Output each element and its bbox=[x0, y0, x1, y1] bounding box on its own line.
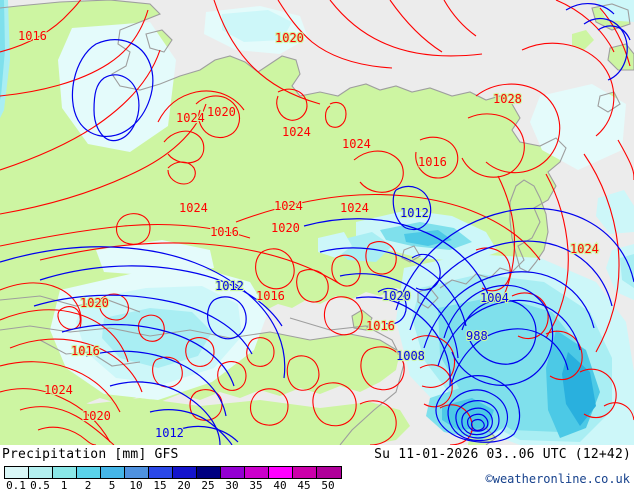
colorbar-swatch bbox=[293, 467, 317, 478]
isobar-low-layer bbox=[0, 3, 634, 445]
colorbar-swatch bbox=[269, 467, 293, 478]
isobar-label: 988 bbox=[466, 329, 488, 343]
colorbar-swatch bbox=[149, 467, 173, 478]
isobar-label: 1008 bbox=[396, 349, 425, 363]
isobar-label: 1028 bbox=[493, 92, 522, 106]
colorbar-tick: 35 bbox=[249, 479, 263, 492]
colorbar-tick: 15 bbox=[153, 479, 167, 492]
isobar-label: 1020 bbox=[382, 289, 411, 303]
isobar-label: 1020 bbox=[271, 221, 300, 235]
isobar-label: 1016 bbox=[18, 29, 47, 43]
isobar-label: 1024 bbox=[274, 199, 303, 213]
map-footer: Precipitation [mm] GFS Su 11-01-2026 03.… bbox=[0, 445, 634, 493]
colorbar-tick: 0.1 bbox=[6, 479, 26, 492]
isobar-label: 1020 bbox=[82, 409, 111, 423]
isobar-label: 1024 bbox=[282, 125, 311, 139]
isobar-label: 1024 bbox=[570, 242, 599, 256]
isobar-label: 1004 bbox=[480, 291, 509, 305]
isobar-label: 1024 bbox=[342, 137, 371, 151]
isobar-label: 1012 bbox=[215, 279, 244, 293]
colorbar-swatch bbox=[197, 467, 221, 478]
colorbar-tick: 25 bbox=[201, 479, 215, 492]
colorbar-tick: 5 bbox=[108, 479, 116, 492]
colorbar-tick: 40 bbox=[273, 479, 287, 492]
colorbar-swatch bbox=[53, 467, 77, 478]
isobar-label: 1012 bbox=[155, 426, 184, 440]
isobar-label: 1016 bbox=[210, 225, 239, 239]
colorbar-swatch bbox=[77, 467, 101, 478]
isobar-label: 1016 bbox=[366, 319, 395, 333]
isobar-label: 1016 bbox=[418, 155, 447, 169]
colorbar-swatch bbox=[221, 467, 245, 478]
colorbar-swatch bbox=[29, 467, 53, 478]
precipitation-layer bbox=[0, 0, 634, 445]
colorbar-tick: 20 bbox=[177, 479, 191, 492]
isobar-label: 1024 bbox=[44, 383, 73, 397]
colorbar-swatch bbox=[317, 467, 341, 478]
colorbar-swatch bbox=[173, 467, 197, 478]
colorbar-tick: 10 bbox=[129, 479, 143, 492]
isobar-label: 1024 bbox=[179, 201, 208, 215]
colorbar-swatch bbox=[125, 467, 149, 478]
colorbar-tick: 1 bbox=[60, 479, 68, 492]
isobar-high-layer bbox=[0, 0, 634, 445]
colorbar-tick: 0.5 bbox=[30, 479, 50, 492]
colorbar-swatches[interactable] bbox=[4, 466, 342, 479]
weather-map-panel[interactable]: 1016 1020 1028 1024 1020 1024 1024 1016 1024 1024… bbox=[0, 0, 634, 445]
colorbar-tick: 2 bbox=[84, 479, 92, 492]
isobar-label: 1024 bbox=[176, 111, 205, 125]
colorbar-tick-labels: 0.1 0.5 1 2 5 10 15 20 25 30 35 40 45 50 bbox=[4, 479, 335, 493]
isobar-label: 1020 bbox=[207, 105, 236, 119]
copyright-label: ©weatheronline.co.uk bbox=[485, 472, 631, 486]
colorbar-swatch bbox=[245, 467, 269, 478]
isobar-label: 1024 bbox=[340, 201, 369, 215]
colorbar-tick: 50 bbox=[321, 479, 335, 492]
isobar-label: 1020 bbox=[275, 31, 304, 45]
colorbar-tick: 45 bbox=[297, 479, 311, 492]
precipitation-colorbar[interactable]: 0.1 0.5 1 2 5 10 15 20 25 30 35 40 45 50 bbox=[4, 466, 342, 493]
isobar-label: 1012 bbox=[400, 206, 429, 220]
colorbar-swatch bbox=[101, 467, 125, 478]
colorbar-swatch bbox=[5, 467, 29, 478]
isobar-label: 1016 bbox=[71, 344, 100, 358]
isobar-label: 1020 bbox=[80, 296, 109, 310]
isobar-label: 1016 bbox=[256, 289, 285, 303]
legend-title: Precipitation [mm] GFS bbox=[2, 447, 179, 462]
colorbar-tick: 30 bbox=[225, 479, 239, 492]
run-datetime-label: Su 11-01-2026 03..06 UTC (12+42) bbox=[374, 447, 631, 462]
